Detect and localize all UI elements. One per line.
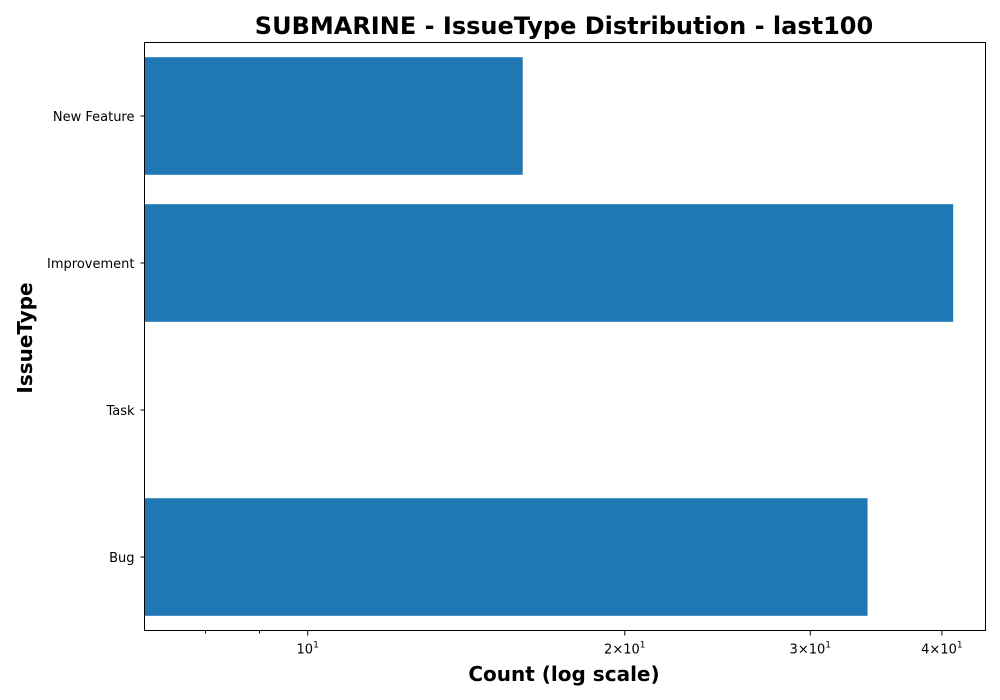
bar-improvement xyxy=(144,204,954,322)
y-tick-label-improvement: Improvement xyxy=(47,257,134,272)
bars-group xyxy=(144,57,954,616)
plot-frame xyxy=(144,42,986,631)
bar-new-feature xyxy=(144,57,523,175)
x-tick-label: 2×101 xyxy=(604,641,645,658)
y-tick-label-bug: Bug xyxy=(109,551,134,566)
x-axis-ticks: 101 2×101 3×101 4×101 xyxy=(205,630,963,658)
y-axis-label: IssueType xyxy=(13,282,37,393)
x-axis-label: Count (log scale) xyxy=(468,662,659,686)
y-tick-label-new-feature: New Feature xyxy=(53,110,135,125)
bar-bug xyxy=(144,498,868,616)
x-tick-label: 3×101 xyxy=(790,641,831,658)
x-tick-label: 101 xyxy=(297,641,319,658)
x-tick-label: 4×101 xyxy=(921,641,962,658)
y-tick-label-task: Task xyxy=(105,404,135,419)
chart-title: SUBMARINE - IssueType Distribution - las… xyxy=(255,12,873,40)
y-axis-ticks: New Feature Improvement Task Bug xyxy=(47,110,145,566)
